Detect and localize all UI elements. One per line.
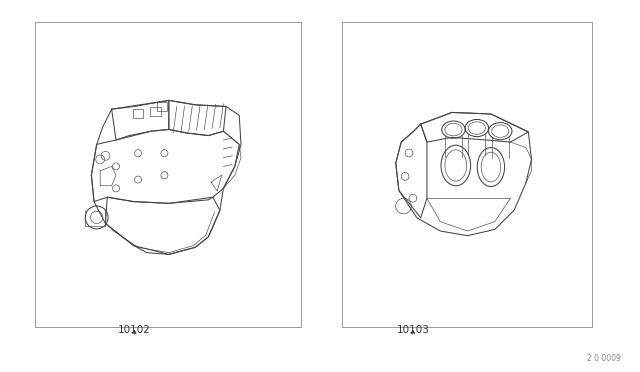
Text: 2 0 0009: 2 0 0009 (587, 354, 621, 363)
Bar (132, 109, 143, 118)
Bar (150, 108, 161, 116)
Text: 10103: 10103 (396, 325, 429, 335)
Bar (342, 22, 592, 327)
Text: 10102: 10102 (118, 325, 151, 335)
Bar (157, 102, 167, 111)
Bar (35, 22, 301, 327)
